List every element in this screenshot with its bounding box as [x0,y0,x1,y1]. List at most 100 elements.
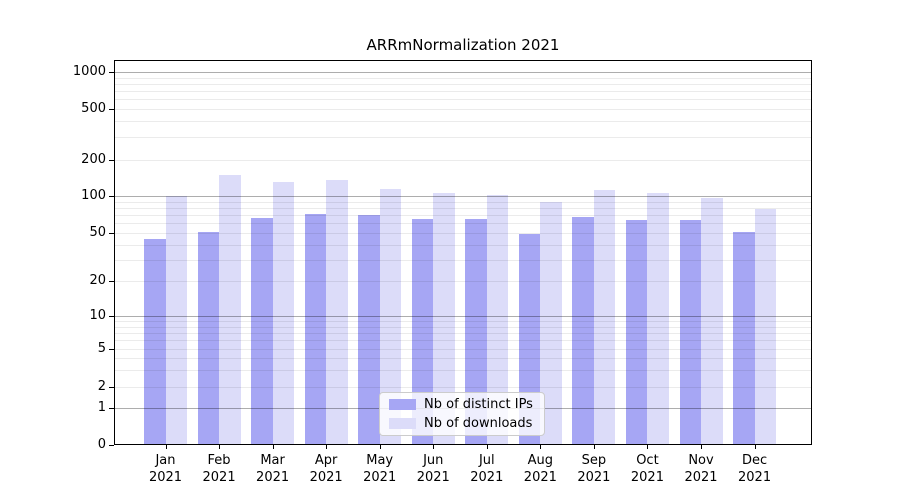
y-tick-label: 1 [97,400,106,415]
gridline-minor [115,259,811,261]
bar-downloads [433,192,455,445]
x-tick-mark [701,445,702,449]
bar-distinct-ips [197,231,220,445]
gridline-minor [115,77,811,79]
bar-distinct-ips [251,218,273,445]
gridline-minor [115,233,811,234]
y-tick-mark [109,387,114,388]
legend-item-downloads: Nb of downloads [389,416,535,433]
gridline-major [115,316,811,317]
legend-item-distinct-ips: Nb of distinct IPs [389,396,535,413]
x-tick-label: Mar 2021 [256,452,290,485]
x-tick-mark [433,445,435,449]
gridline-minor [115,207,811,209]
legend-label-downloads: Nb of downloads [424,416,533,432]
gridline-minor [115,137,811,139]
x-tick-mark [540,445,542,449]
gridline-minor [115,326,811,328]
gridline-minor [115,332,811,334]
x-tick-label: Oct 2021 [630,452,664,485]
bar-distinct-ips [679,219,701,445]
bar-distinct-ips [465,218,487,445]
y-tick-label: 200 [81,152,106,167]
x-tick-label: Jul 2021 [470,452,504,485]
y-tick-label: 100 [81,188,106,203]
gridline-minor [115,160,811,161]
bar-distinct-ips [304,214,327,445]
y-tick-label: 5 [97,341,106,356]
gridline-minor [115,370,811,372]
gridline-minor [115,201,811,203]
bar-distinct-ips [411,218,434,445]
y-tick-mark [109,349,114,350]
x-tick-label: Jan 2021 [148,452,183,485]
x-tick-label: May 2021 [363,452,397,485]
y-tick-label: 0 [97,436,106,452]
y-tick-mark [109,408,114,409]
bar-downloads [486,195,509,445]
bar-downloads [272,182,295,445]
bar-downloads [701,197,723,445]
gridline-minor [115,121,811,123]
gridline-minor [115,108,811,110]
y-tick-label: 10 [89,308,106,323]
gridline-minor [115,321,811,323]
gridline-minor [115,223,811,225]
y-tick-label: 50 [89,225,106,240]
gridline-major [115,196,811,197]
legend: Nb of distinct IPs Nb of downloads [379,392,545,436]
gridline-minor [115,349,811,350]
x-tick-label: Apr 2021 [309,452,343,485]
x-tick-mark [754,445,756,449]
y-tick-mark [109,233,114,234]
legend-swatch-distinct-ips [389,398,416,410]
gridline-minor [115,358,811,360]
x-tick-mark [165,445,167,449]
gridline-minor [115,215,811,217]
y-tick-mark [109,316,114,317]
bar-distinct-ips [358,215,380,445]
gridline-major [115,72,811,73]
bar-downloads [379,188,402,445]
x-tick-label: Jun 2021 [416,452,450,485]
x-tick-mark [326,445,328,449]
gridline-minor [115,340,811,342]
bar-downloads [647,193,669,445]
y-tick-mark [109,196,114,197]
x-tick-mark [379,445,381,449]
x-tick-mark [272,445,274,449]
y-tick-label: 500 [81,100,106,116]
y-tick-label: 2 [97,379,106,394]
x-tick-mark [219,445,221,449]
x-tick-mark [486,445,488,449]
legend-swatch-downloads [389,418,416,430]
gridline-minor [115,244,811,246]
gridline-minor [115,83,811,85]
bar-downloads [326,179,348,445]
y-tick-mark [109,444,114,446]
gridline-minor [115,98,811,100]
bar-downloads [165,196,187,445]
x-tick-label: Feb 2021 [202,452,236,485]
bar-distinct-ips [572,217,594,445]
x-tick-label: Nov 2021 [684,452,718,485]
x-tick-mark [647,445,649,449]
bar-downloads [540,201,562,445]
bar-downloads [593,190,616,445]
chart-title: ARRmNormalization 2021 [366,36,560,54]
y-tick-mark [109,281,114,282]
y-tick-label: 20 [89,273,106,288]
x-tick-mark [593,445,595,449]
bar-distinct-ips [733,231,755,445]
bar-distinct-ips [625,219,648,445]
y-tick-mark [109,108,114,110]
bar-downloads [219,174,241,445]
y-tick-label: 1000 [72,64,106,79]
x-tick-label: Dec 2021 [738,452,772,485]
bar-downloads [754,209,777,445]
gridline-minor [115,387,811,388]
bar-distinct-ips [144,238,166,445]
bar-distinct-ips [518,234,541,445]
gridline-minor [115,281,811,282]
